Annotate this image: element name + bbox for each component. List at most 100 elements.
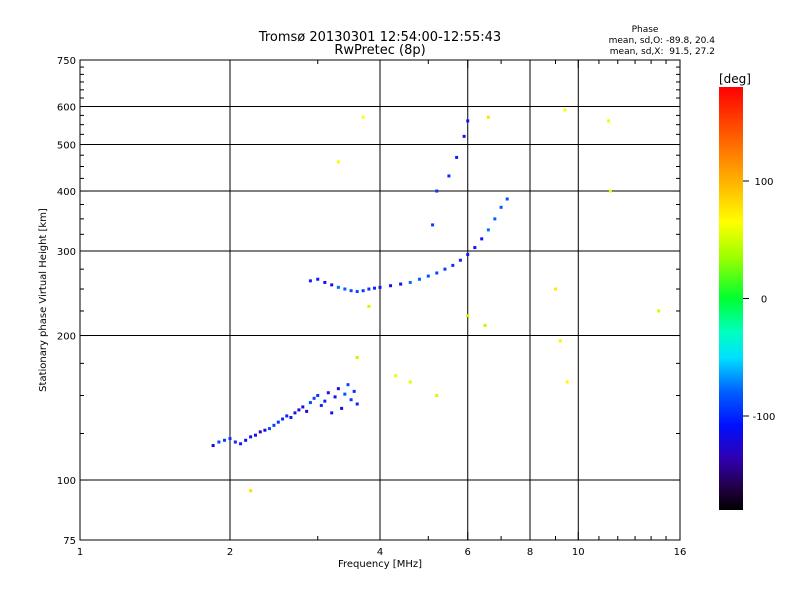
- data-point: [431, 223, 435, 227]
- data-point: [389, 284, 393, 288]
- data-point: [211, 444, 215, 448]
- data-point: [408, 380, 412, 384]
- data-point: [558, 339, 562, 343]
- data-point: [239, 442, 243, 446]
- data-point: [466, 314, 470, 318]
- data-point: [361, 115, 365, 119]
- colorbar-ticks: 100 0 -100: [743, 177, 775, 423]
- data-point: [483, 323, 487, 327]
- data-point: [244, 438, 248, 442]
- y-axis-label: Stationary phase Virtual Height [km]: [38, 208, 49, 392]
- x-tick-label: 10: [572, 547, 585, 558]
- x-tick-label: 2: [227, 547, 233, 558]
- data-point: [455, 155, 459, 159]
- data-point: [435, 189, 439, 193]
- data-point: [607, 119, 611, 123]
- data-point: [272, 423, 276, 427]
- x-tick-label: 1: [77, 547, 83, 558]
- data-point: [217, 440, 221, 444]
- phase-stats-x: mean, sd,X: 91.5, 27.2: [610, 47, 715, 57]
- data-point: [451, 263, 455, 267]
- data-point: [316, 394, 320, 398]
- data-point: [486, 228, 490, 232]
- data-point: [340, 406, 344, 410]
- data-point: [330, 411, 334, 415]
- data-point: [349, 289, 353, 293]
- data-point: [330, 283, 334, 287]
- data-point: [417, 277, 421, 281]
- data-point: [326, 391, 330, 395]
- data-point: [499, 205, 503, 209]
- colorbar-tick-label: -100: [753, 412, 776, 423]
- y-tick-label: 750: [57, 56, 76, 67]
- data-point: [281, 417, 285, 421]
- data-point: [355, 290, 359, 294]
- data-point: [308, 401, 312, 405]
- y-tick-label: 400: [57, 187, 76, 198]
- data-point: [323, 280, 327, 284]
- data-point: [473, 246, 477, 250]
- data-point: [367, 304, 371, 308]
- grid-lines: [80, 60, 680, 540]
- data-point: [426, 274, 430, 278]
- data-point: [657, 309, 661, 313]
- colorbar-tick-label: 100: [754, 177, 773, 188]
- data-point: [346, 383, 350, 387]
- colorbar-label: [deg]: [719, 72, 751, 86]
- data-point: [480, 237, 484, 241]
- phase-stats-o: mean, sd,O: -89.8, 20.4: [609, 36, 716, 46]
- data-point: [223, 438, 227, 442]
- data-point: [355, 402, 359, 406]
- y-tick-label: 500: [57, 141, 76, 152]
- data-point: [312, 396, 316, 400]
- data-point: [563, 108, 567, 112]
- data-point: [399, 282, 403, 286]
- data-point: [462, 134, 466, 138]
- data-point: [493, 217, 497, 221]
- data-point: [289, 415, 293, 419]
- x-tick-label: 16: [674, 547, 687, 558]
- data-point: [305, 409, 309, 413]
- data-point: [565, 380, 569, 384]
- data-point: [343, 287, 347, 291]
- data-point: [343, 392, 347, 396]
- data-point: [319, 403, 323, 407]
- data-point: [443, 267, 447, 271]
- data-point: [486, 115, 490, 119]
- data-point: [435, 271, 439, 275]
- y-tick-label: 300: [57, 247, 76, 258]
- data-point: [361, 289, 365, 293]
- data-point: [258, 430, 262, 434]
- data-point: [378, 285, 382, 289]
- data-point: [373, 286, 377, 290]
- data-point: [263, 428, 267, 432]
- data-point: [336, 285, 340, 289]
- data-point: [505, 197, 509, 201]
- data-point: [276, 420, 280, 424]
- data-point: [293, 411, 297, 415]
- data-point: [233, 440, 237, 444]
- data-point: [249, 435, 253, 439]
- phase-stats-title: Phase: [632, 25, 659, 35]
- data-point: [336, 387, 340, 391]
- chart-title: Tromsø 20130301 12:54:00-12:55:43: [258, 30, 501, 45]
- data-point: [349, 398, 353, 402]
- data-point: [458, 258, 462, 262]
- y-tick-label: 75: [63, 536, 76, 547]
- data-point: [447, 174, 451, 178]
- data-point: [466, 253, 470, 257]
- data-point: [367, 287, 371, 291]
- data-point: [355, 355, 359, 359]
- data-point: [316, 277, 320, 281]
- data-point: [301, 405, 305, 409]
- data-point: [297, 408, 301, 412]
- x-tick-label: 8: [527, 547, 533, 558]
- x-axis-label: Frequency [MHz]: [338, 559, 422, 570]
- data-point: [435, 394, 439, 398]
- chart-subtitle: RwPretec (8p): [334, 43, 425, 58]
- colorbar: [719, 87, 743, 510]
- data-point: [466, 119, 470, 123]
- y-axis-ticks: 75 100 200 300 400 500 600 750: [57, 56, 680, 547]
- data-point: [394, 374, 398, 378]
